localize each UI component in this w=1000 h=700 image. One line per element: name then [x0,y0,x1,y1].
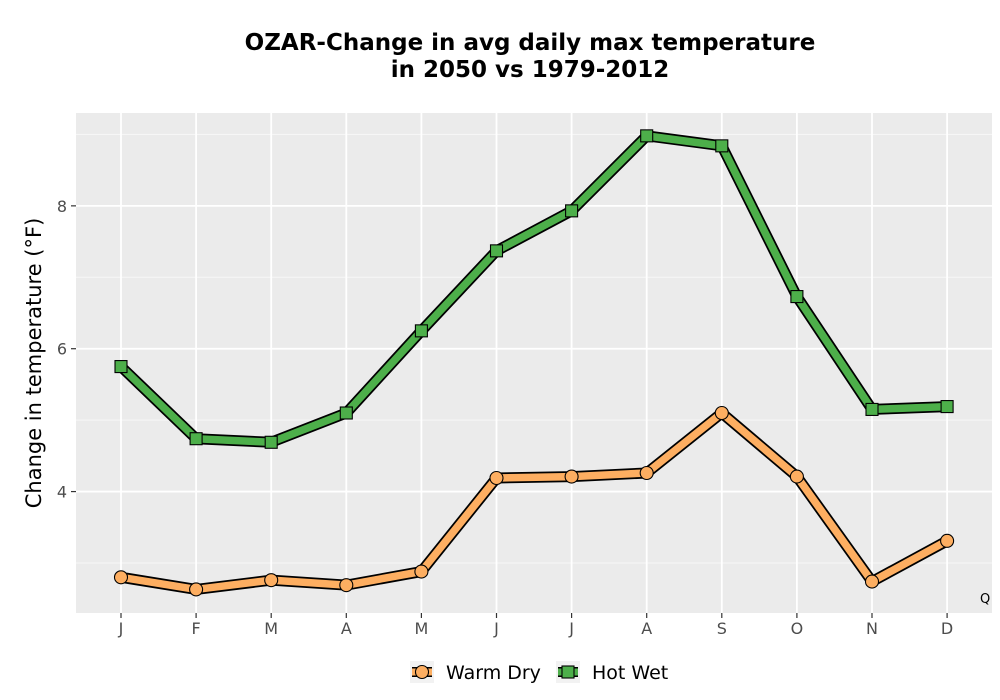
data-point [865,402,879,416]
plot-panel [76,113,992,613]
data-point [189,432,203,446]
data-point [789,469,804,484]
x-tick-label: M [264,619,278,638]
legend-key-marker [561,665,575,679]
data-point [715,139,729,153]
legend-label: Hot Wet [592,662,668,684]
x-tick-label: M [414,619,428,638]
x-tick-label: J [568,619,574,638]
data-point [639,465,654,481]
data-point [940,400,954,414]
series-line [117,409,951,594]
data-point [489,470,504,486]
data-point [640,129,654,143]
x-tick-label: A [641,619,652,638]
x-tick-label: J [493,619,499,638]
y-axis-title: Change in temperature (°F) [22,218,46,509]
chart-title-line-1: OZAR-Change in avg daily max temperature [244,30,816,56]
data-point [940,533,955,548]
series-layer [113,129,955,597]
x-tick-label: J [118,619,124,638]
y-tick-label: 6 [57,340,67,359]
legend-item: Warm Dry [410,661,541,684]
data-point [414,564,429,579]
data-point [714,405,729,421]
data-point [189,582,204,597]
legend-key-marker [414,664,430,680]
data-point [264,573,279,588]
x-tick-label: D [941,619,953,638]
data-point [264,435,278,449]
data-point [114,360,128,374]
x-tick-label: F [191,619,200,638]
x-tick-label: N [866,619,878,638]
grid-minor [76,133,992,564]
legend-label: Warm Dry [446,662,541,684]
x-tick-label: O [791,619,804,638]
series-hot-wet [114,129,954,449]
data-point [864,574,880,589]
chart-title: OZAR-Change in avg daily max temperature… [0,30,1000,84]
x-tick-label: A [341,619,352,638]
y-tick-label: 8 [57,197,67,216]
data-point [414,324,428,338]
data-point [489,244,504,258]
y-axis: 4 6 8 [57,197,76,502]
data-point [339,406,353,420]
data-point [565,204,579,218]
legend-item: Hot Wet [556,661,668,684]
chart-title-line-2: in 2050 vs 1979-2012 [390,57,670,83]
data-point [113,570,129,585]
data-point [339,578,354,593]
x-tick-label: S [717,619,727,638]
data-point [790,290,804,304]
legend: Warm Dry Hot Wet [410,661,668,684]
y-tick-label: 4 [57,483,67,502]
data-point [564,469,579,484]
series-warm-dry [113,405,955,597]
corner-note: Q [980,592,990,607]
series-line [117,132,951,447]
